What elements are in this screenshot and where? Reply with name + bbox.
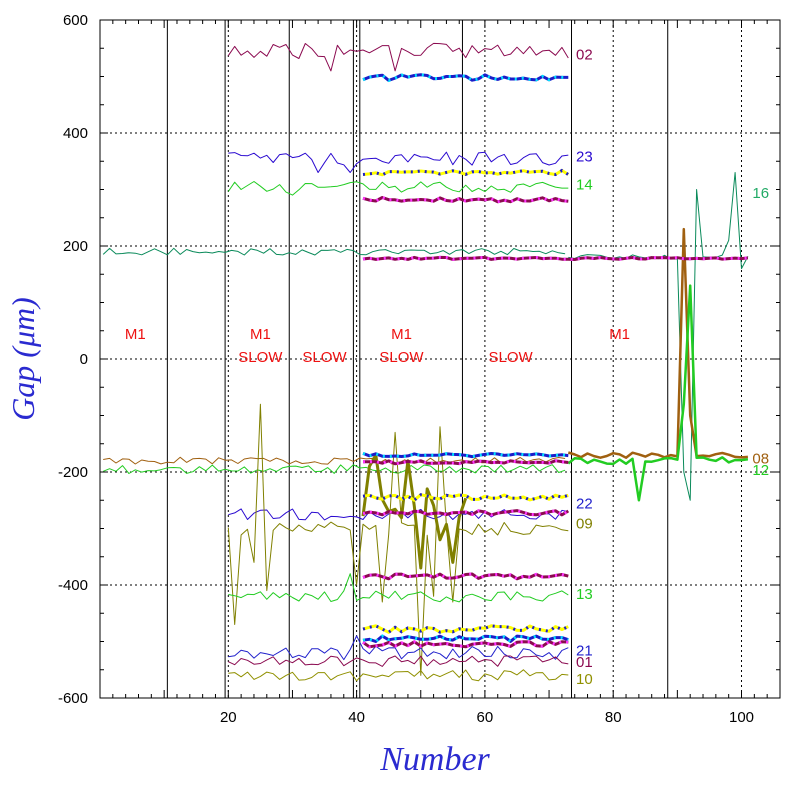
section-annotation: M1 <box>250 326 271 343</box>
series-label: 13 <box>576 586 593 603</box>
annotations: M1 M1 SLOW SLOW M1 SLOW SLOW M1 <box>125 326 630 366</box>
series-line <box>103 464 566 474</box>
series-line <box>362 572 569 581</box>
grid <box>100 19 780 699</box>
x-tick-label: 100 <box>729 709 754 726</box>
series-label: 12 <box>752 462 769 479</box>
series-line-dots <box>362 255 749 262</box>
series-label: 02 <box>576 47 593 64</box>
axis-ticks: 20 40 60 80 100 600 400 200 0 -200 -400 -600 <box>58 12 780 726</box>
y-tick-label: 400 <box>63 125 88 142</box>
series-label: 01 <box>576 654 593 671</box>
series-line <box>228 635 569 661</box>
series-line <box>362 640 569 649</box>
series-line <box>567 284 749 502</box>
y-tick-label: -200 <box>58 464 88 481</box>
y-tick-label: 600 <box>63 12 88 29</box>
x-tick-label: 60 <box>477 709 494 726</box>
series-line-dots <box>362 168 570 177</box>
series-line <box>227 42 569 72</box>
y-axis-title: Gap (μm) <box>5 297 41 421</box>
y-tick-label: 0 <box>80 351 88 368</box>
series-line <box>227 403 569 676</box>
series-line <box>361 453 468 570</box>
series-label: 14 <box>576 177 593 194</box>
series-line-dots <box>362 639 569 649</box>
series-line <box>228 655 569 667</box>
y-tick-label: 200 <box>63 238 88 255</box>
series-line <box>227 181 569 196</box>
y-tick-label: -400 <box>58 577 88 594</box>
series-line-dots <box>362 195 569 204</box>
series-line <box>228 573 569 603</box>
section-annotation: M1 <box>609 326 630 343</box>
series-label: 09 <box>576 516 593 533</box>
y-tick-label: -600 <box>58 690 88 707</box>
series-line <box>228 669 569 682</box>
series-label: 08 <box>752 451 769 468</box>
series-line <box>362 634 569 643</box>
series-line-dots <box>362 509 570 517</box>
series-line <box>228 151 569 173</box>
series-label: 23 <box>576 148 593 165</box>
x-tick-label: 80 <box>605 709 622 726</box>
x-tick-label: 20 <box>220 709 237 726</box>
series-line <box>362 73 569 82</box>
x-axis-title: Number <box>379 741 490 778</box>
series-line-dots <box>362 572 569 581</box>
series-label: 16 <box>752 185 769 202</box>
section-annotation: SLOW <box>238 349 283 366</box>
series-label: 22 <box>576 496 593 513</box>
section-annotation: SLOW <box>379 349 424 366</box>
x-tick-label: 40 <box>348 709 365 726</box>
series-label: 21 <box>576 643 593 660</box>
series-line-dots <box>362 493 569 503</box>
series-line <box>567 227 748 459</box>
section-annotation: M1 <box>125 326 146 343</box>
series-line <box>102 247 566 256</box>
section-annotation: M1 <box>391 326 412 343</box>
series-line-dots <box>362 634 569 644</box>
series-line-dots <box>363 459 569 466</box>
series-label: 10 <box>576 671 593 688</box>
series-line-dots <box>362 451 569 459</box>
series-line <box>568 172 749 501</box>
section-annotation: SLOW <box>488 349 533 366</box>
section-annotation: SLOW <box>302 349 347 366</box>
series-line-dots <box>362 624 569 635</box>
series-group <box>102 42 749 682</box>
